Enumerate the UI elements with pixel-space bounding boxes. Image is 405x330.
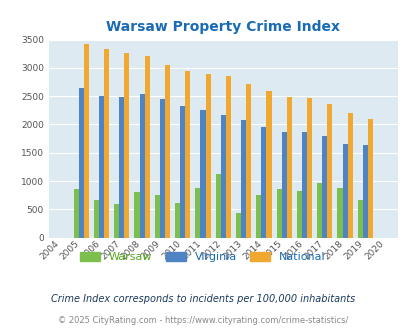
Bar: [326, 104, 332, 238]
Bar: [276, 189, 281, 238]
Bar: [195, 188, 200, 238]
Bar: [347, 113, 352, 238]
Bar: [322, 136, 326, 238]
Bar: [114, 204, 119, 238]
Bar: [180, 106, 185, 238]
Bar: [205, 74, 210, 238]
Bar: [241, 120, 245, 238]
Legend: Warsaw, Virginia, National: Warsaw, Virginia, National: [75, 248, 330, 267]
Bar: [175, 203, 180, 238]
Bar: [134, 192, 139, 238]
Bar: [256, 195, 261, 238]
Bar: [94, 200, 99, 238]
Bar: [296, 191, 301, 238]
Bar: [286, 97, 291, 238]
Bar: [261, 127, 266, 238]
Bar: [104, 49, 109, 238]
Bar: [160, 99, 164, 238]
Bar: [99, 96, 104, 238]
Bar: [357, 200, 362, 238]
Bar: [281, 132, 286, 238]
Bar: [154, 195, 160, 238]
Bar: [362, 146, 367, 238]
Bar: [306, 98, 311, 238]
Bar: [83, 44, 89, 238]
Text: © 2025 CityRating.com - https://www.cityrating.com/crime-statistics/: © 2025 CityRating.com - https://www.city…: [58, 315, 347, 325]
Bar: [139, 94, 144, 238]
Text: Crime Index corresponds to incidents per 100,000 inhabitants: Crime Index corresponds to incidents per…: [51, 294, 354, 304]
Bar: [220, 115, 225, 238]
Bar: [225, 76, 230, 238]
Bar: [200, 110, 205, 238]
Bar: [245, 84, 251, 238]
Bar: [316, 183, 322, 238]
Bar: [235, 213, 241, 238]
Bar: [266, 91, 271, 238]
Bar: [185, 71, 190, 238]
Bar: [79, 88, 83, 238]
Bar: [73, 189, 79, 238]
Bar: [342, 144, 347, 238]
Bar: [367, 119, 372, 238]
Bar: [124, 52, 129, 238]
Bar: [301, 132, 306, 238]
Bar: [164, 65, 170, 238]
Bar: [144, 56, 149, 238]
Title: Warsaw Property Crime Index: Warsaw Property Crime Index: [106, 20, 339, 34]
Bar: [119, 97, 124, 238]
Bar: [337, 188, 342, 238]
Bar: [215, 174, 220, 238]
